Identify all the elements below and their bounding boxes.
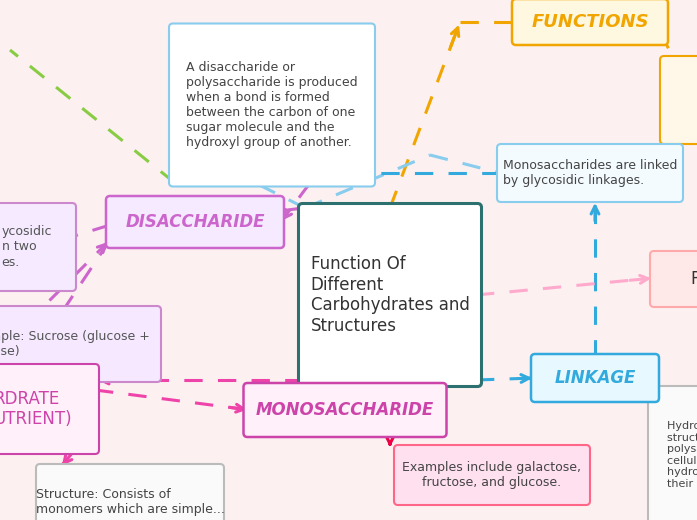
Text: FUNCTIONS: FUNCTIONS (531, 13, 649, 31)
FancyBboxPatch shape (512, 0, 668, 45)
Text: mple: Sucrose (glucose +
tose): mple: Sucrose (glucose + tose) (0, 330, 150, 358)
FancyBboxPatch shape (106, 196, 284, 248)
Text: Hydrogen Bon...
structural stre...
polysacchari...
cellulose is de...
hydrogen b: Hydrogen Bon... structural stre... polys… (667, 421, 697, 489)
FancyBboxPatch shape (660, 56, 697, 144)
FancyBboxPatch shape (0, 364, 99, 454)
Text: Ene...
glu...
ene...: Ene... glu... ene... (696, 79, 697, 122)
Text: DISACCHARIDE: DISACCHARIDE (125, 213, 265, 231)
Text: A disaccharide or
polysaccharide is produced
when a bond is formed
between the c: A disaccharide or polysaccharide is prod… (186, 61, 358, 149)
Text: Examples include galactose,
fructose, and glucose.: Examples include galactose, fructose, an… (402, 461, 581, 489)
FancyBboxPatch shape (0, 203, 76, 291)
Text: LINKAGE: LINKAGE (554, 369, 636, 387)
FancyBboxPatch shape (531, 354, 659, 402)
FancyBboxPatch shape (650, 251, 697, 307)
Text: Monosaccharides are linked
by glycosidic linkages.: Monosaccharides are linked by glycosidic… (503, 159, 677, 187)
Text: Pro: Pro (691, 270, 697, 288)
FancyBboxPatch shape (169, 23, 375, 187)
Text: Structure: Consists of
monomers which are simple...: Structure: Consists of monomers which ar… (36, 488, 224, 516)
Text: ycosidic
n two
es.: ycosidic n two es. (2, 226, 52, 268)
Text: Function Of
Different
Carbohydrates and
Structures: Function Of Different Carbohydrates and … (311, 255, 470, 335)
Text: MONOSACCHARIDE: MONOSACCHARIDE (256, 401, 434, 419)
Text: RDRATE
UTRIENT): RDRATE UTRIENT) (0, 389, 72, 428)
FancyBboxPatch shape (298, 203, 482, 386)
FancyBboxPatch shape (0, 306, 161, 382)
FancyBboxPatch shape (648, 386, 697, 520)
FancyBboxPatch shape (497, 144, 683, 202)
FancyBboxPatch shape (394, 445, 590, 505)
FancyBboxPatch shape (243, 383, 447, 437)
FancyBboxPatch shape (36, 464, 224, 520)
